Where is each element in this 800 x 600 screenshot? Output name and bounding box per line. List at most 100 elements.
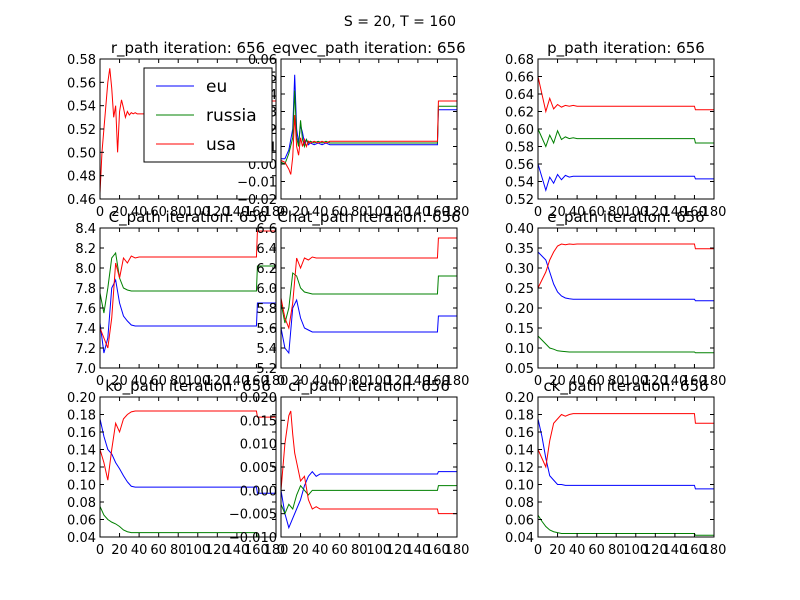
x-tick-label: 140 <box>224 543 249 558</box>
x-tick-label: 40 <box>131 374 148 389</box>
subplot-title: e_path iteration: 656 <box>547 208 704 227</box>
y-tick-label: 0.000 <box>240 484 277 499</box>
x-tick-label: 80 <box>351 374 368 389</box>
y-tick-label: 0.40 <box>505 222 534 237</box>
subplot-title: r_path iteration: 656 <box>111 39 265 58</box>
y-tick-label: 8.4 <box>75 222 96 237</box>
y-tick-label: 0.58 <box>505 141 534 156</box>
subplot-5: 5.25.45.65.86.06.26.46.60 20 40 60 801001201… <box>256 208 469 389</box>
y-tick-label: 5.6 <box>256 322 277 337</box>
x-tick-label: 20 <box>549 205 566 220</box>
series-line-usa <box>537 243 714 289</box>
x-tick-label: 20 <box>111 205 128 220</box>
plot-area <box>281 397 457 537</box>
y-tick-label: 6.4 <box>256 242 277 257</box>
subplot-title: ko_path iteration: 656 <box>105 377 271 396</box>
series-line-usa <box>280 237 457 330</box>
y-tick-label: 0.18 <box>67 409 96 424</box>
x-tick-label: 20 <box>292 543 309 558</box>
x-tick-label: 160 <box>682 374 707 389</box>
x-tick-label: 40 <box>312 205 329 220</box>
y-tick-label: 0.66 <box>505 71 534 86</box>
x-tick-label: 140 <box>405 205 430 220</box>
x-tick-label: 120 <box>386 374 411 389</box>
series-line-eu <box>99 278 276 354</box>
y-tick-label: 0.10 <box>67 479 96 494</box>
y-tick-label: 6.2 <box>256 262 277 277</box>
series-line-eu <box>280 470 457 530</box>
subplot-9: 0.040.060.080.100.120.140.160.180.200 20 4… <box>505 377 726 558</box>
y-tick-label: 0.04 <box>505 531 534 546</box>
y-tick-label: 0.015 <box>240 414 277 429</box>
x-tick-label: 100 <box>185 374 210 389</box>
x-tick-label: 140 <box>405 543 430 558</box>
subplot-title: Chat_path iteration: 656 <box>277 208 460 227</box>
x-tick-label: 180 <box>264 543 289 558</box>
x-tick-label: 20 <box>111 374 128 389</box>
series-line-eu <box>280 298 457 355</box>
y-tick-label: 0.35 <box>505 242 534 257</box>
series-line-russia <box>280 484 457 515</box>
y-tick-label: 0.16 <box>67 426 96 441</box>
legend-label: usa <box>206 135 236 155</box>
y-tick-label: 0.020 <box>240 391 277 406</box>
series-line-usa <box>99 230 276 349</box>
x-tick-label: 80 <box>608 374 625 389</box>
y-tick-label: 0.46 <box>67 193 96 208</box>
y-tick-label: 5.4 <box>256 342 277 357</box>
x-tick-label: 0 <box>534 543 542 558</box>
x-tick-label: 0 <box>96 205 104 220</box>
x-tick-label: 160 <box>682 543 707 558</box>
x-tick-label: 160 <box>425 205 450 220</box>
x-tick-label: 40 <box>131 205 148 220</box>
x-tick-label: 20 <box>111 543 128 558</box>
series-line-eu <box>281 74 457 160</box>
series-line-usa <box>537 413 714 469</box>
x-tick-label: 140 <box>662 374 687 389</box>
plot-area <box>100 228 276 368</box>
subplot-title: cf_path iteration: 656 <box>288 377 450 396</box>
y-tick-label: 0.54 <box>505 176 534 191</box>
x-tick-label: 180 <box>702 543 727 558</box>
y-tick-label: 0.18 <box>505 409 534 424</box>
y-tick-label: 0.10 <box>505 479 534 494</box>
legend-label: russia <box>206 106 257 126</box>
subplot-title: eqvec_path iteration: 656 <box>272 39 465 58</box>
y-tick-label: 0.64 <box>505 88 534 103</box>
x-tick-label: 60 <box>588 543 605 558</box>
series-line-eu <box>537 418 714 490</box>
y-tick-label: 8.2 <box>75 242 96 257</box>
y-tick-label: 0.04 <box>67 531 96 546</box>
subplot-6: 0.050.100.150.200.250.300.350.400 20 40 60 8… <box>505 208 726 389</box>
plot-area <box>100 397 276 537</box>
series-line-usa <box>280 100 457 175</box>
y-tick-label: 0.56 <box>505 158 534 173</box>
x-tick-label: 80 <box>351 543 368 558</box>
x-tick-label: 40 <box>569 543 586 558</box>
legend: eu russia usa <box>143 67 273 163</box>
y-tick-label: 5.8 <box>256 302 277 317</box>
x-tick-label: 20 <box>549 543 566 558</box>
series-line-eu <box>537 251 714 302</box>
y-tick-label: 0.30 <box>505 262 534 277</box>
x-tick-label: 100 <box>623 543 648 558</box>
series-line-russia <box>537 128 714 148</box>
x-tick-label: 80 <box>170 374 187 389</box>
axes-frame <box>537 227 715 369</box>
subplot-7: 0.040.060.080.100.120.140.160.180.200 20 4… <box>67 377 288 558</box>
legend-label: eu <box>206 77 227 97</box>
plot-area <box>281 59 457 199</box>
x-tick-label: 20 <box>549 374 566 389</box>
x-tick-label: 60 <box>150 205 167 220</box>
x-tick-label: 100 <box>185 543 210 558</box>
x-tick-label: 180 <box>445 543 470 558</box>
series-line-eu <box>537 163 714 193</box>
y-tick-label: 0.52 <box>67 123 96 138</box>
x-tick-label: 160 <box>244 205 269 220</box>
y-tick-label: 0.25 <box>505 282 534 297</box>
x-tick-label: 160 <box>425 374 450 389</box>
figure-suptitle: S = 20, T = 160 <box>344 14 456 30</box>
x-tick-label: 20 <box>292 374 309 389</box>
